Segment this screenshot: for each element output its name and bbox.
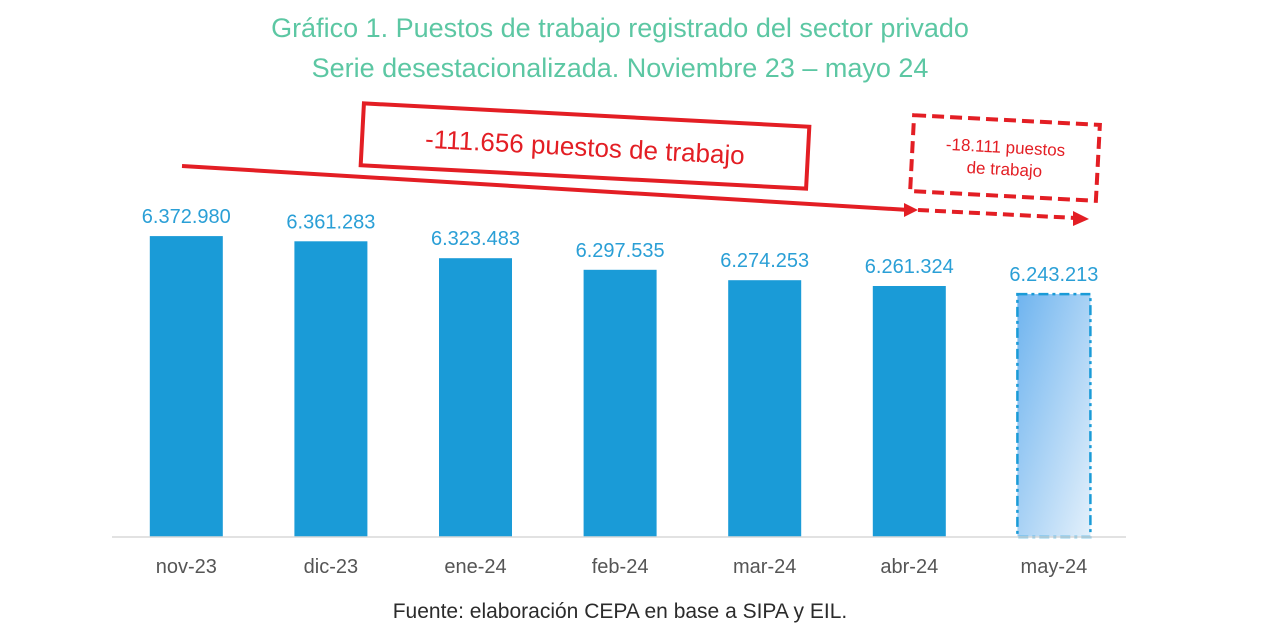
annotation-last-box: -18.111 puestos de trabajo (908, 113, 1102, 203)
x-tick-label-feb-24: feb-24 (592, 556, 649, 578)
trend-arrow-line (181, 164, 910, 212)
annotation-last-text-line2: de trabajo (966, 158, 1043, 181)
value-label-nov-23: 6.372.980 (142, 206, 231, 228)
value-label-ene-24: 6.323.483 (431, 228, 520, 250)
value-label-mar-24: 6.274.253 (720, 250, 809, 272)
x-tick-label-abr-24: abr-24 (880, 556, 938, 578)
x-tick-label-nov-23: nov-23 (156, 556, 217, 578)
value-label-feb-24: 6.297.535 (576, 240, 665, 262)
value-label-dic-23: 6.361.283 (286, 211, 375, 233)
chart-title: Gráfico 1. Puestos de trabajo registrado… (271, 13, 969, 43)
bar-mar-24 (728, 280, 802, 537)
chart-subtitle: Serie desestacionalizada. Noviembre 23 –… (311, 53, 929, 83)
last-month-arrow-head (1073, 211, 1089, 226)
value-label-may-24: 6.243.213 (1009, 264, 1098, 286)
x-tick-label-dic-23: dic-23 (304, 556, 358, 578)
trend-arrow-head (904, 203, 918, 217)
x-tick-label-mar-24: mar-24 (733, 556, 796, 578)
chart-source-note: Fuente: elaboración CEPA en base a SIPA … (392, 600, 848, 623)
annotation-last-frame (908, 113, 1102, 203)
x-tick-label-may-24: may-24 (1021, 556, 1088, 578)
bar-dic-23 (294, 241, 368, 538)
x-tick-label-ene-24: ene-24 (444, 556, 506, 578)
bar-abr-24 (872, 286, 946, 537)
bar-feb-24 (583, 269, 657, 537)
bar-ene-24 (439, 258, 512, 537)
value-label-abr-24: 6.261.324 (865, 256, 954, 278)
annotation-main-frame (358, 101, 812, 191)
bar-may-24 (1016, 292, 1092, 539)
bar-nov-23 (149, 236, 223, 537)
last-month-arrow-line (917, 208, 1077, 220)
annotation-main-box: -111.656 puestos de trabajo (358, 101, 812, 191)
